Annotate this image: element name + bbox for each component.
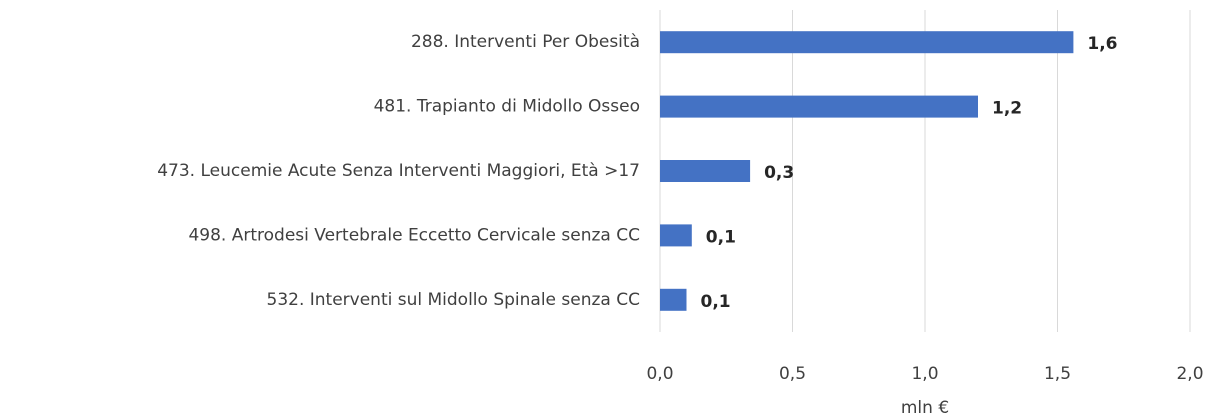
value-label: 1,2 <box>992 99 1022 119</box>
y-tick-label: 288. Interventi Per Obesità <box>411 32 640 52</box>
value-label: 0,1 <box>701 292 731 312</box>
x-tick-label: 0,0 <box>646 364 673 384</box>
x-tick-label: 0,5 <box>779 364 806 384</box>
bar <box>660 160 751 182</box>
bar <box>660 288 687 311</box>
x-tick-label: 2,0 <box>1176 364 1203 384</box>
bar <box>660 95 978 118</box>
y-tick-label: 498. Artrodesi Vertebrale Eccetto Cervic… <box>188 225 640 245</box>
y-tick-label: 473. Leucemie Acute Senza Interventi Mag… <box>157 161 640 181</box>
x-tick-label: 1,0 <box>911 364 938 384</box>
bar <box>660 224 692 247</box>
x-tick-label: 1,5 <box>1044 364 1071 384</box>
value-label: 0,3 <box>764 163 794 183</box>
value-label: 1,6 <box>1087 34 1117 54</box>
x-axis-label: mln € <box>901 398 949 418</box>
bar <box>660 31 1074 54</box>
value-label: 0,1 <box>706 227 736 247</box>
y-tick-label: 481. Trapianto di Midollo Osseo <box>374 97 640 117</box>
y-tick-label: 532. Interventi sul Midollo Spinale senz… <box>267 290 641 310</box>
